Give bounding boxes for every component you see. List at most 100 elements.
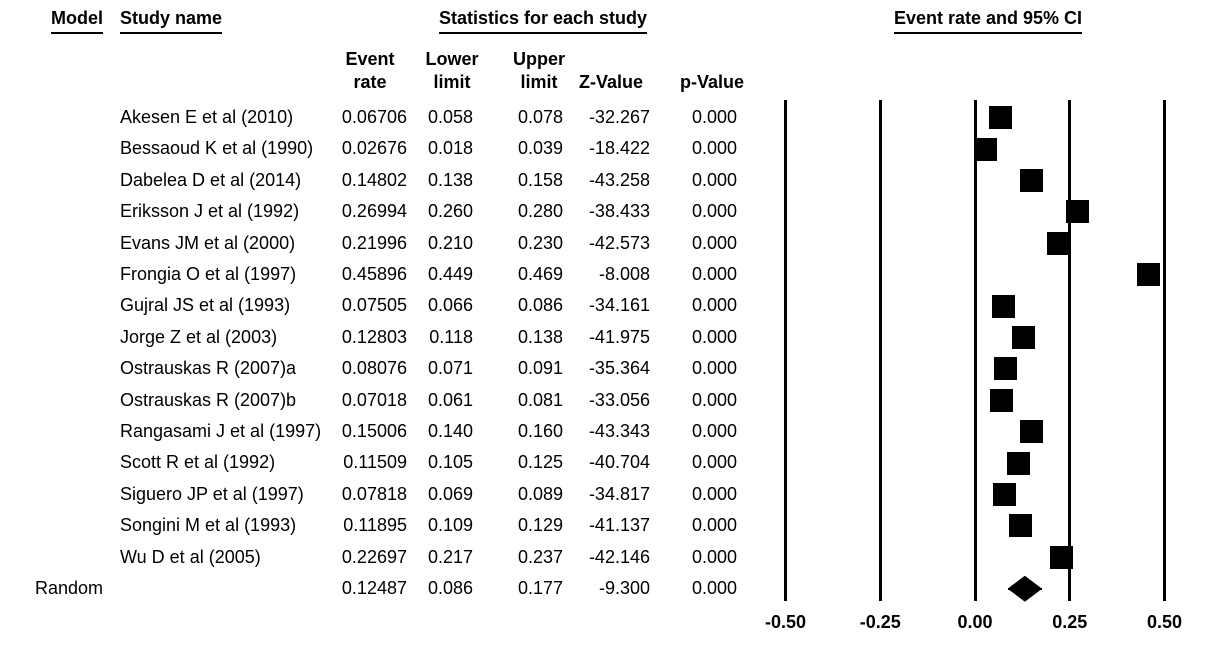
column-header-line: limit — [520, 72, 558, 92]
lower-limit-cell: 0.018 — [427, 138, 473, 159]
study-name-cell: Songini M et al (1993) — [120, 515, 297, 536]
study-name-cell: Eriksson J et al (1992) — [120, 201, 300, 222]
column-header-line: Lower — [425, 49, 479, 69]
event-rate-marker — [990, 388, 1014, 412]
study-name-cell: Dabelea D et al (2014) — [120, 169, 302, 190]
upper-limit-cell: 0.469 — [517, 264, 563, 284]
p-value-cell: 0.000 — [691, 201, 737, 222]
table-row: Rangasami J et al (1997) 0.15006 0.140 0.16… — [0, 416, 1211, 447]
p-value-cell: 0.000 — [691, 421, 737, 441]
lower-limit-cell: 0.138 — [427, 169, 473, 190]
event-rate-marker — [1046, 231, 1070, 255]
p-value-cell: 0.000 — [691, 326, 737, 347]
axis-tick-label: 0.00 — [957, 612, 993, 632]
study-name-cell: Ostrauskas R (2007)a — [120, 358, 297, 379]
column-header-p-value: p-Value — [679, 72, 745, 92]
event-rate-cell: 0.22697 — [341, 546, 407, 567]
z-value-cell: -35.364 — [588, 358, 650, 379]
upper-limit-cell: 0.086 — [517, 295, 563, 316]
column-header-event-rate: Event rate — [320, 48, 420, 94]
lower-limit-cell: 0.210 — [427, 232, 473, 253]
event-rate-cell: 0.21996 — [341, 232, 407, 253]
event-rate-cell: 0.06706 — [341, 107, 407, 127]
lower-limit-cell: 0.058 — [427, 107, 473, 127]
model-header-label: Model — [51, 8, 103, 34]
p-value-cell: 0.000 — [691, 389, 737, 410]
event-rate-cell: 0.14802 — [341, 169, 407, 190]
axis-gridline — [973, 100, 977, 601]
lower-limit-cell: 0.140 — [427, 421, 473, 441]
event-rate-cell: 0.12803 — [341, 326, 407, 347]
event-rate-cell: 0.07818 — [341, 483, 407, 504]
axis-tick-label: -0.25 — [859, 612, 901, 632]
upper-limit-cell: 0.129 — [517, 515, 563, 536]
z-value-cell: -41.975 — [588, 326, 650, 347]
axis-gridline — [784, 100, 787, 601]
upper-limit-cell: 0.089 — [517, 483, 563, 504]
lower-limit-cell: 0.109 — [427, 515, 473, 536]
event-rate-cell: 0.02676 — [341, 138, 407, 159]
z-value-cell: -34.817 — [588, 483, 650, 504]
plot-group-header: Event rate and 95% CI — [838, 8, 1138, 34]
p-value-cell: 0.000 — [691, 169, 737, 190]
upper-limit-cell: 0.125 — [517, 452, 563, 473]
lower-limit-cell: 0.061 — [427, 389, 473, 410]
lower-limit-cell: 0.260 — [427, 201, 473, 222]
event-rate-cell: 0.26994 — [341, 201, 407, 222]
z-value-cell: -32.267 — [588, 107, 650, 127]
event-rate-marker — [1019, 169, 1043, 192]
axis-gridline — [878, 100, 882, 601]
study-name-cell: Gujral JS et al (1993) — [120, 295, 291, 316]
z-value-cell: -9.300 — [598, 578, 650, 598]
upper-limit-cell: 0.039 — [517, 138, 563, 159]
event-rate-marker — [994, 357, 1018, 381]
axis-gridline — [1068, 100, 1072, 601]
lower-limit-cell: 0.069 — [427, 483, 473, 504]
study-name-cell: Ostrauskas R (2007)b — [120, 389, 297, 410]
event-rate-cell: 0.07018 — [341, 389, 407, 410]
table-row: Ostrauskas R (2007)b 0.07018 0.061 0.081 -33… — [0, 385, 1211, 416]
p-value-cell: 0.000 — [691, 546, 737, 567]
study-name-cell: Jorge Z et al (2003) — [120, 326, 278, 347]
upper-limit-cell: 0.138 — [517, 326, 563, 347]
study-name-cell: Frongia O et al (1997) — [120, 264, 297, 284]
axis-tick-label: 0.25 — [1052, 612, 1088, 632]
study-name-cell: Wu D et al (2005) — [120, 546, 261, 567]
column-header-line: limit — [433, 72, 471, 92]
z-value-cell: -33.056 — [588, 389, 650, 410]
table-row: Bessaoud K et al (1990) 0.02676 0.018 0.039… — [0, 133, 1211, 164]
event-rate-marker — [1049, 545, 1073, 569]
table-row: Ostrauskas R (2007)a 0.08076 0.071 0.091 -35… — [0, 353, 1211, 384]
p-value-cell: 0.000 — [691, 295, 737, 316]
event-rate-marker — [1012, 326, 1036, 349]
table-row: Siguero JP et al (1997) 0.07818 0.069 0.089… — [0, 479, 1211, 510]
upper-limit-cell: 0.230 — [517, 232, 563, 253]
statistics-header-label: Statistics for each study — [438, 8, 648, 34]
table-row: Akesen E et al (2010) 0.06706 0.058 0.078 -3… — [0, 102, 1211, 133]
z-value-cell: -34.161 — [588, 295, 650, 316]
upper-limit-cell: 0.160 — [517, 421, 563, 441]
z-value-cell: -43.343 — [588, 421, 650, 441]
p-value-cell: 0.000 — [691, 232, 737, 253]
study-name-group-header: Study name — [120, 8, 223, 34]
event-rate-cell: 0.45896 — [341, 264, 407, 284]
p-value-cell: 0.000 — [691, 264, 737, 284]
z-value-cell: -42.146 — [588, 546, 650, 567]
event-rate-cell: 0.12487 — [341, 578, 407, 598]
event-rate-marker — [1007, 451, 1031, 475]
study-name-cell: Siguero JP et al (1997) — [120, 483, 304, 504]
plot-header-label: Event rate and 95% CI — [893, 8, 1083, 34]
study-name-cell: Scott R et al (1992) — [120, 452, 276, 473]
study-name-cell: Evans JM et al (2000) — [120, 232, 296, 253]
table-row: Jorge Z et al (2003) 0.12803 0.118 0.138 -41… — [0, 322, 1211, 353]
model-column-group-header: Model — [0, 8, 103, 34]
upper-limit-cell: 0.158 — [517, 169, 563, 190]
event-rate-cell: 0.08076 — [341, 358, 407, 379]
table-row: Evans JM et al (2000) 0.21996 0.210 0.230 -4… — [0, 228, 1211, 259]
upper-limit-cell: 0.078 — [517, 107, 563, 127]
axis-tick-label: -0.50 — [764, 612, 807, 632]
table-row: Scott R et al (1992) 0.11509 0.105 0.125 -40… — [0, 447, 1211, 478]
event-rate-marker — [993, 483, 1017, 506]
axis-gridline — [1163, 100, 1166, 601]
